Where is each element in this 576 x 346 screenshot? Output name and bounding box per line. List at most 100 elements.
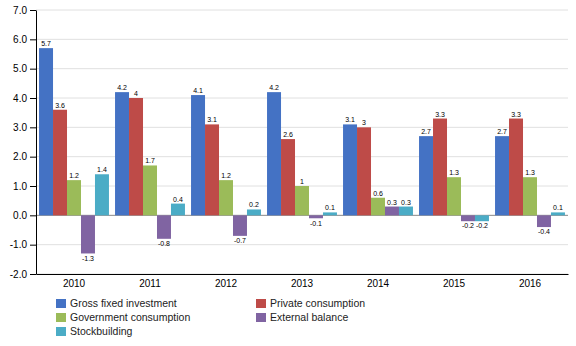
data-label: -0.4 xyxy=(538,228,550,235)
bar xyxy=(171,204,185,216)
data-label: 0.6 xyxy=(373,190,383,197)
bar xyxy=(205,124,219,215)
data-label: -0.1 xyxy=(310,220,322,227)
bar xyxy=(419,136,433,215)
bar xyxy=(371,198,385,216)
y-tick-label: 5.0 xyxy=(13,63,27,74)
bar-series xyxy=(95,174,565,221)
y-tick: 5.0 xyxy=(13,63,36,74)
data-label: 1 xyxy=(300,178,304,185)
data-labels: 5.74.24.14.23.12.72.73.643.12.633.33.31.… xyxy=(41,40,563,262)
x-tick-label: 2010 xyxy=(63,278,86,289)
grid-line xyxy=(36,244,568,245)
legend-label: Gross fixed investment xyxy=(70,297,177,309)
data-label: -0.2 xyxy=(476,222,488,229)
x-tick-label: 2013 xyxy=(291,278,314,289)
bar xyxy=(53,110,67,216)
y-tick: 3.0 xyxy=(13,122,36,133)
legend: Gross fixed investment Private consumptio… xyxy=(56,297,365,337)
y-tick-label: 1.0 xyxy=(13,181,27,192)
data-label: 4 xyxy=(134,90,138,97)
y-tick-label: 0.0 xyxy=(13,210,27,221)
y-tick-mark xyxy=(30,69,36,70)
data-label: 2.7 xyxy=(497,128,507,135)
bar-series xyxy=(39,48,509,215)
data-label: 1.3 xyxy=(525,169,535,176)
x-tick: 2013 xyxy=(291,278,314,289)
bar xyxy=(551,212,565,215)
y-tick-mark xyxy=(30,10,36,11)
bar xyxy=(343,124,357,215)
y-tick-mark xyxy=(30,245,36,246)
bar xyxy=(115,92,129,215)
y-tick: 6.0 xyxy=(13,34,36,45)
bar xyxy=(523,177,537,215)
bar xyxy=(537,215,551,227)
bar xyxy=(219,180,233,215)
data-label: -0.8 xyxy=(158,240,170,247)
data-label: 3.1 xyxy=(207,116,217,123)
data-label: 4.1 xyxy=(193,87,203,94)
y-tick-label: 4.0 xyxy=(13,93,27,104)
data-label: 1.7 xyxy=(145,157,155,164)
y-tick: 1.0 xyxy=(13,181,36,192)
data-label: 3.3 xyxy=(435,111,445,118)
bar xyxy=(385,207,399,216)
data-label: 0.1 xyxy=(325,204,335,211)
bar xyxy=(399,207,413,216)
data-label: 4.2 xyxy=(269,84,279,91)
y-tick-mark xyxy=(30,39,36,40)
bar xyxy=(143,165,157,215)
data-label: 4.2 xyxy=(117,84,127,91)
x-tick: 2010 xyxy=(63,278,86,289)
grid-line xyxy=(36,68,568,69)
x-axis-line xyxy=(37,274,569,275)
bar xyxy=(267,92,281,215)
bar xyxy=(281,139,295,215)
bar xyxy=(95,174,109,215)
bar xyxy=(433,119,447,216)
data-label: 3.3 xyxy=(511,111,521,118)
x-tick: 2014 xyxy=(367,278,390,289)
legend-swatch xyxy=(56,313,66,322)
bar xyxy=(323,212,337,215)
legend-item: Government consumption xyxy=(56,311,190,323)
y-tick-label: 7.0 xyxy=(13,5,27,16)
legend-label: Government consumption xyxy=(70,311,190,323)
y-tick-label: 6.0 xyxy=(13,34,27,45)
y-tick: 2.0 xyxy=(13,151,36,162)
y-tick-mark xyxy=(30,127,36,128)
y-tick: 7.0 xyxy=(13,5,36,16)
bar xyxy=(157,215,171,238)
y-tick-mark xyxy=(30,98,36,99)
legend-item: Private consumption xyxy=(256,297,365,309)
y-tick: -1.0 xyxy=(10,239,36,250)
bars xyxy=(39,48,565,253)
data-label: 0.3 xyxy=(401,199,411,206)
data-label: 1.2 xyxy=(221,172,231,179)
x-tick-label: 2014 xyxy=(367,278,390,289)
legend-swatch xyxy=(56,327,66,336)
data-label: 2.7 xyxy=(421,128,431,135)
data-label: -0.7 xyxy=(234,237,246,244)
bar-series xyxy=(81,207,551,254)
data-label: 2.6 xyxy=(283,131,293,138)
y-tick-mark xyxy=(30,186,36,187)
legend-swatch xyxy=(256,313,266,322)
grid-line xyxy=(36,10,568,11)
data-label: 0.4 xyxy=(173,196,183,203)
y-tick-mark xyxy=(30,157,36,158)
legend-swatch xyxy=(56,299,66,308)
data-label: 1.4 xyxy=(97,166,107,173)
y-tick: 0.0 xyxy=(13,210,36,221)
data-label: 3.6 xyxy=(55,102,65,109)
data-label: 3 xyxy=(362,119,366,126)
legend-label: Private consumption xyxy=(270,297,365,309)
x-tick: 2011 xyxy=(139,278,161,289)
data-label: 5.7 xyxy=(41,40,51,47)
bar xyxy=(309,215,323,218)
legend-label: External balance xyxy=(270,311,348,323)
legend-swatch xyxy=(256,299,266,308)
x-tick-label: 2011 xyxy=(139,278,161,289)
y-tick-label: 2.0 xyxy=(13,151,27,162)
